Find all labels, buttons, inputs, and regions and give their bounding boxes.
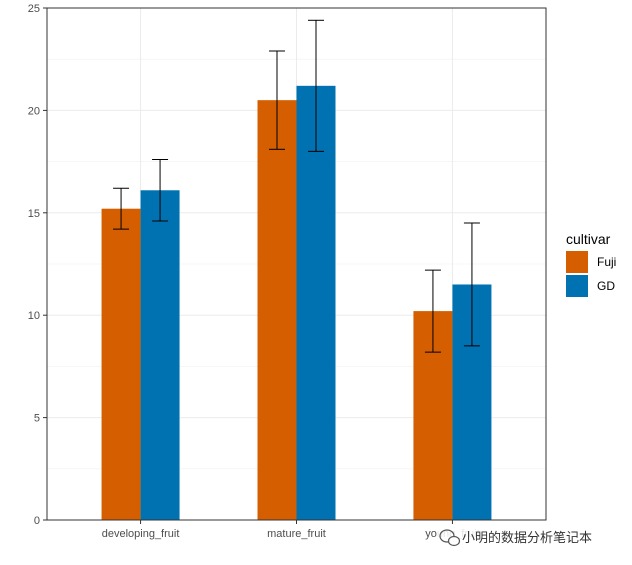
legend-label-fuji: Fuji — [597, 255, 616, 269]
legend: cultivar Fuji GD — [566, 231, 616, 297]
y-tick-label: 10 — [28, 310, 40, 322]
wechat-icon — [439, 529, 461, 547]
y-tick-label: 20 — [28, 105, 40, 117]
y-tick-label: 0 — [34, 515, 40, 527]
legend-key-fuji — [566, 251, 588, 273]
bar-gd-developing_fruit — [140, 190, 180, 520]
watermark-text: 小明的数据分析笔记本 — [462, 530, 592, 546]
legend-title: cultivar — [566, 231, 611, 247]
legend-label-gd: GD — [597, 279, 615, 293]
x-tick-label: mature_fruit — [267, 528, 326, 540]
bars — [101, 85, 492, 521]
bar-fuji-mature_fruit — [257, 100, 297, 520]
legend-key-gd — [566, 275, 588, 297]
bar-fuji-developing_fruit — [101, 208, 141, 521]
error-bars — [113, 19, 480, 353]
bar-gd-mature_fruit — [296, 85, 336, 520]
y-tick-label: 15 — [28, 208, 40, 220]
x-tick-label: developing_fruit — [102, 528, 180, 540]
y-tick-label: 25 — [28, 3, 40, 15]
watermark: 小明的数据分析笔记本 — [437, 526, 615, 548]
y-tick-label: 5 — [34, 413, 40, 425]
y-axis: 0 5 10 15 20 25 — [28, 3, 47, 527]
